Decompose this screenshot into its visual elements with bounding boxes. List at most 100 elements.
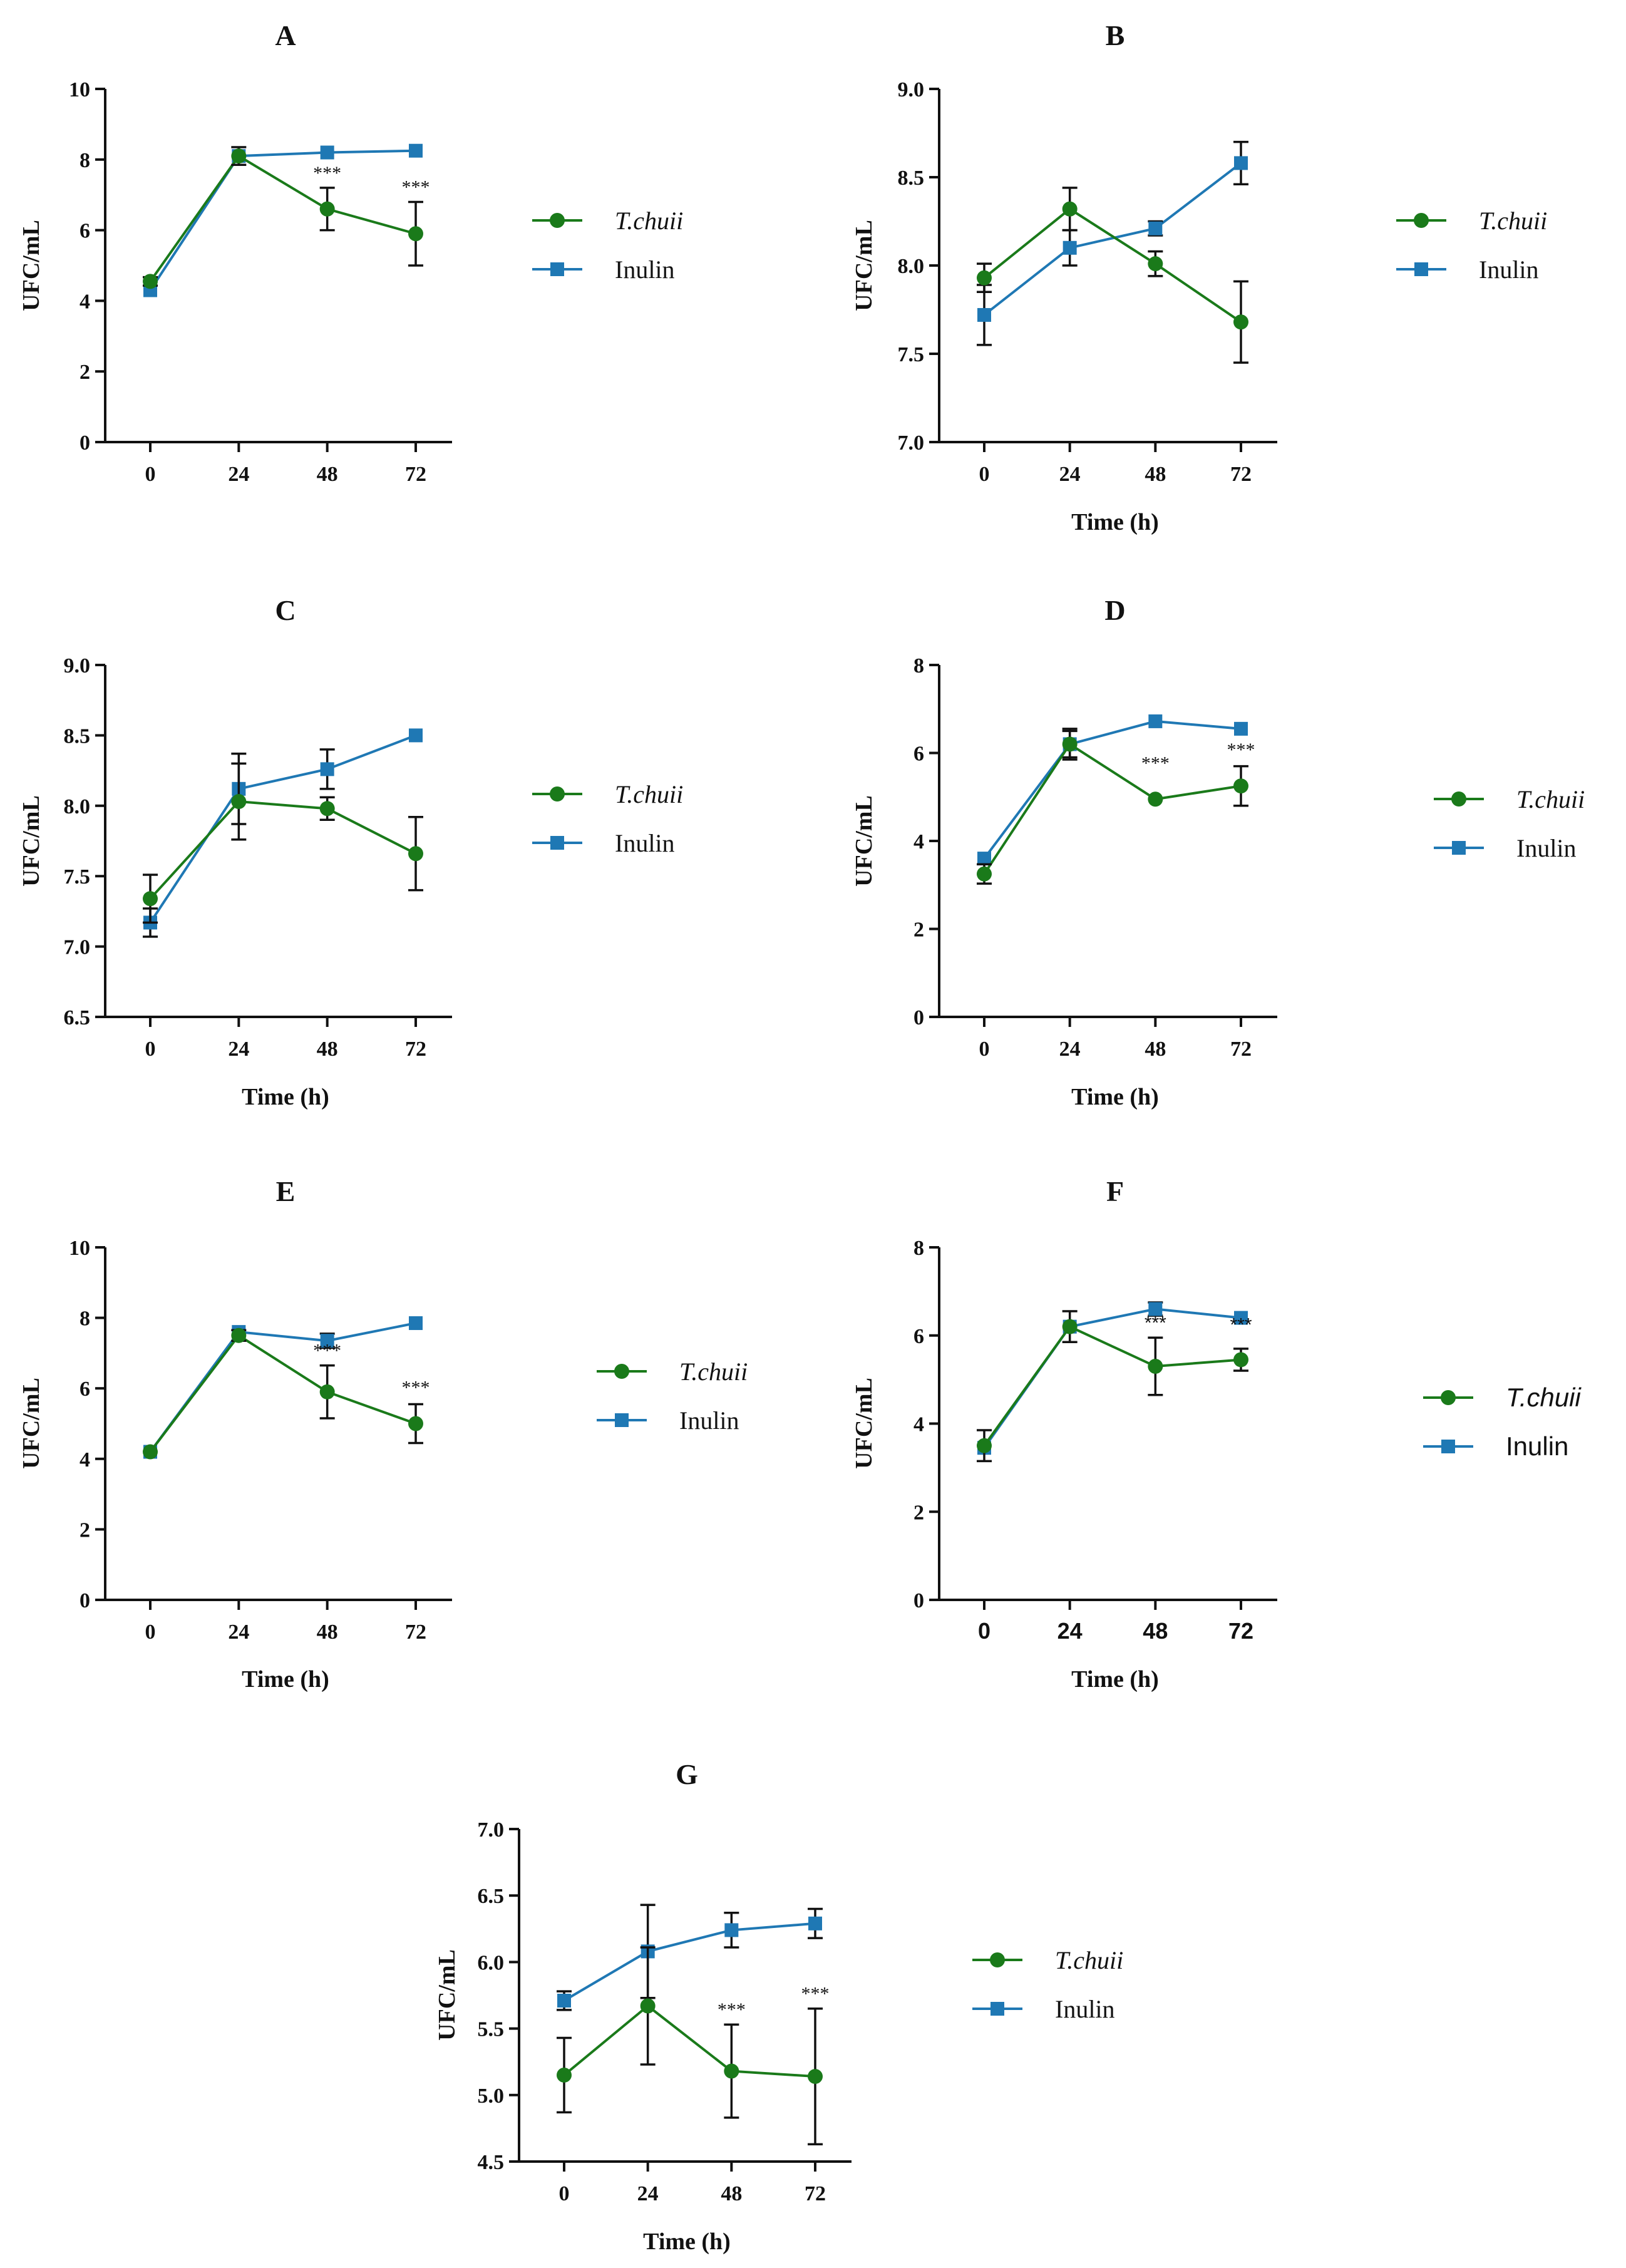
series-t-chuii — [143, 1327, 423, 1460]
x-tick-label: 72 — [1228, 1618, 1253, 1644]
data-point — [1062, 1319, 1078, 1334]
data-point — [409, 1316, 423, 1331]
data-point — [977, 852, 991, 866]
legend-label: T.chuii — [615, 207, 683, 235]
data-point — [231, 794, 247, 810]
x-tick-label: 24 — [1059, 1038, 1081, 1061]
data-point — [320, 1334, 334, 1348]
x-tick-label: 24 — [228, 463, 249, 486]
x-tick-label: 72 — [405, 1038, 426, 1061]
data-point — [1062, 201, 1078, 217]
y-tick-label: 8.0 — [898, 255, 925, 278]
y-tick-label: 0 — [80, 431, 90, 455]
x-tick-label: 48 — [317, 463, 338, 486]
x-tick-label: 48 — [1145, 1038, 1166, 1061]
data-point — [320, 762, 334, 776]
x-tick-label: 0 — [145, 1038, 156, 1061]
x-tick-label: 72 — [805, 2182, 826, 2205]
series-line — [563, 1922, 816, 2002]
y-axis-title: UFC/mL — [851, 220, 877, 311]
x-tick-label: 24 — [228, 1038, 249, 1061]
series-line — [149, 1322, 416, 1453]
y-axis-title: UFC/mL — [851, 795, 877, 887]
panel-title: B — [1106, 19, 1125, 51]
y-tick-label: 7.5 — [64, 865, 91, 889]
x-tick-label: 72 — [405, 1621, 426, 1644]
y-axis-title: UFC/mL — [18, 1378, 44, 1469]
data-point — [319, 801, 335, 817]
y-tick-label: 8 — [80, 1307, 90, 1331]
significance-label: *** — [313, 1341, 341, 1361]
data-point — [977, 1438, 992, 1453]
data-point — [1148, 1359, 1163, 1374]
legend-label: Inulin — [1516, 834, 1577, 862]
series-line — [983, 1325, 1242, 1446]
y-tick-label: 2 — [913, 1501, 924, 1524]
legend-marker — [614, 1364, 629, 1379]
series-t-chuii — [143, 762, 423, 924]
data-point — [640, 1998, 656, 2014]
series-line — [149, 1334, 416, 1453]
y-tick-label: 6.0 — [478, 1951, 505, 1974]
legend: T.chuii Inulin — [1423, 1383, 1582, 1461]
legend-marker — [550, 213, 565, 228]
panel-title: C — [275, 594, 296, 626]
y-tick-label: 4 — [80, 1448, 90, 1472]
legend-marker — [1441, 1440, 1455, 1453]
panel-title: E — [276, 1175, 296, 1207]
y-tick-label: 4.5 — [478, 2151, 505, 2174]
x-axis-title: Time (h) — [242, 1084, 329, 1110]
legend-marker — [1452, 841, 1466, 855]
y-tick-label: 7.5 — [898, 343, 925, 366]
data-point — [808, 2069, 823, 2085]
x-axis-title: Time (h) — [242, 1666, 329, 1693]
x-axis-title: Time (h) — [1071, 509, 1159, 535]
y-tick-label: 2 — [913, 919, 924, 942]
significance-label: *** — [1141, 753, 1170, 773]
y-tick-label: 2 — [80, 1518, 90, 1542]
x-tick-label: 48 — [1145, 463, 1166, 486]
panel-title: D — [1104, 594, 1125, 626]
data-point — [724, 1923, 739, 1937]
legend-label: Inulin — [615, 829, 675, 857]
data-point — [557, 2067, 572, 2083]
x-tick-label: 48 — [317, 1621, 338, 1644]
series-t-chuii — [143, 146, 423, 289]
y-tick-label: 6 — [80, 220, 90, 243]
legend-label: T.chuii — [615, 780, 683, 808]
data-point — [1148, 221, 1163, 235]
x-tick-label: 72 — [1230, 463, 1252, 486]
data-point — [409, 143, 423, 158]
y-tick-label: 6.5 — [64, 1006, 91, 1029]
significance-label: *** — [1230, 1314, 1252, 1335]
y-tick-label: 8.5 — [64, 724, 91, 748]
series-line — [149, 154, 416, 282]
x-tick-label: 0 — [145, 463, 156, 486]
x-tick-label: 48 — [1143, 1618, 1168, 1644]
series-inulin — [143, 1316, 423, 1459]
x-tick-label: 48 — [317, 1038, 338, 1061]
y-tick-label: 6 — [913, 743, 924, 766]
series-line — [983, 719, 1242, 860]
significance-label: *** — [402, 1378, 430, 1398]
y-tick-label: 6.5 — [478, 1885, 505, 1908]
series-t-chuii — [977, 728, 1248, 885]
data-point — [319, 1384, 335, 1399]
x-tick-label: 0 — [559, 2182, 570, 2205]
series-line — [983, 742, 1242, 875]
y-tick-label: 7.0 — [64, 936, 91, 959]
legend-marker — [1441, 1390, 1456, 1405]
series-line — [149, 734, 416, 924]
data-point — [1148, 714, 1163, 728]
legend-marker — [550, 786, 565, 802]
legend-marker — [990, 1952, 1005, 1967]
x-tick-label: 72 — [405, 463, 426, 486]
y-tick-label: 8 — [913, 654, 924, 678]
x-axis-title: Time (h) — [1071, 1084, 1159, 1110]
legend: T.chuii Inulin — [532, 207, 683, 284]
data-point — [977, 866, 992, 882]
panel-title: F — [1106, 1175, 1124, 1207]
